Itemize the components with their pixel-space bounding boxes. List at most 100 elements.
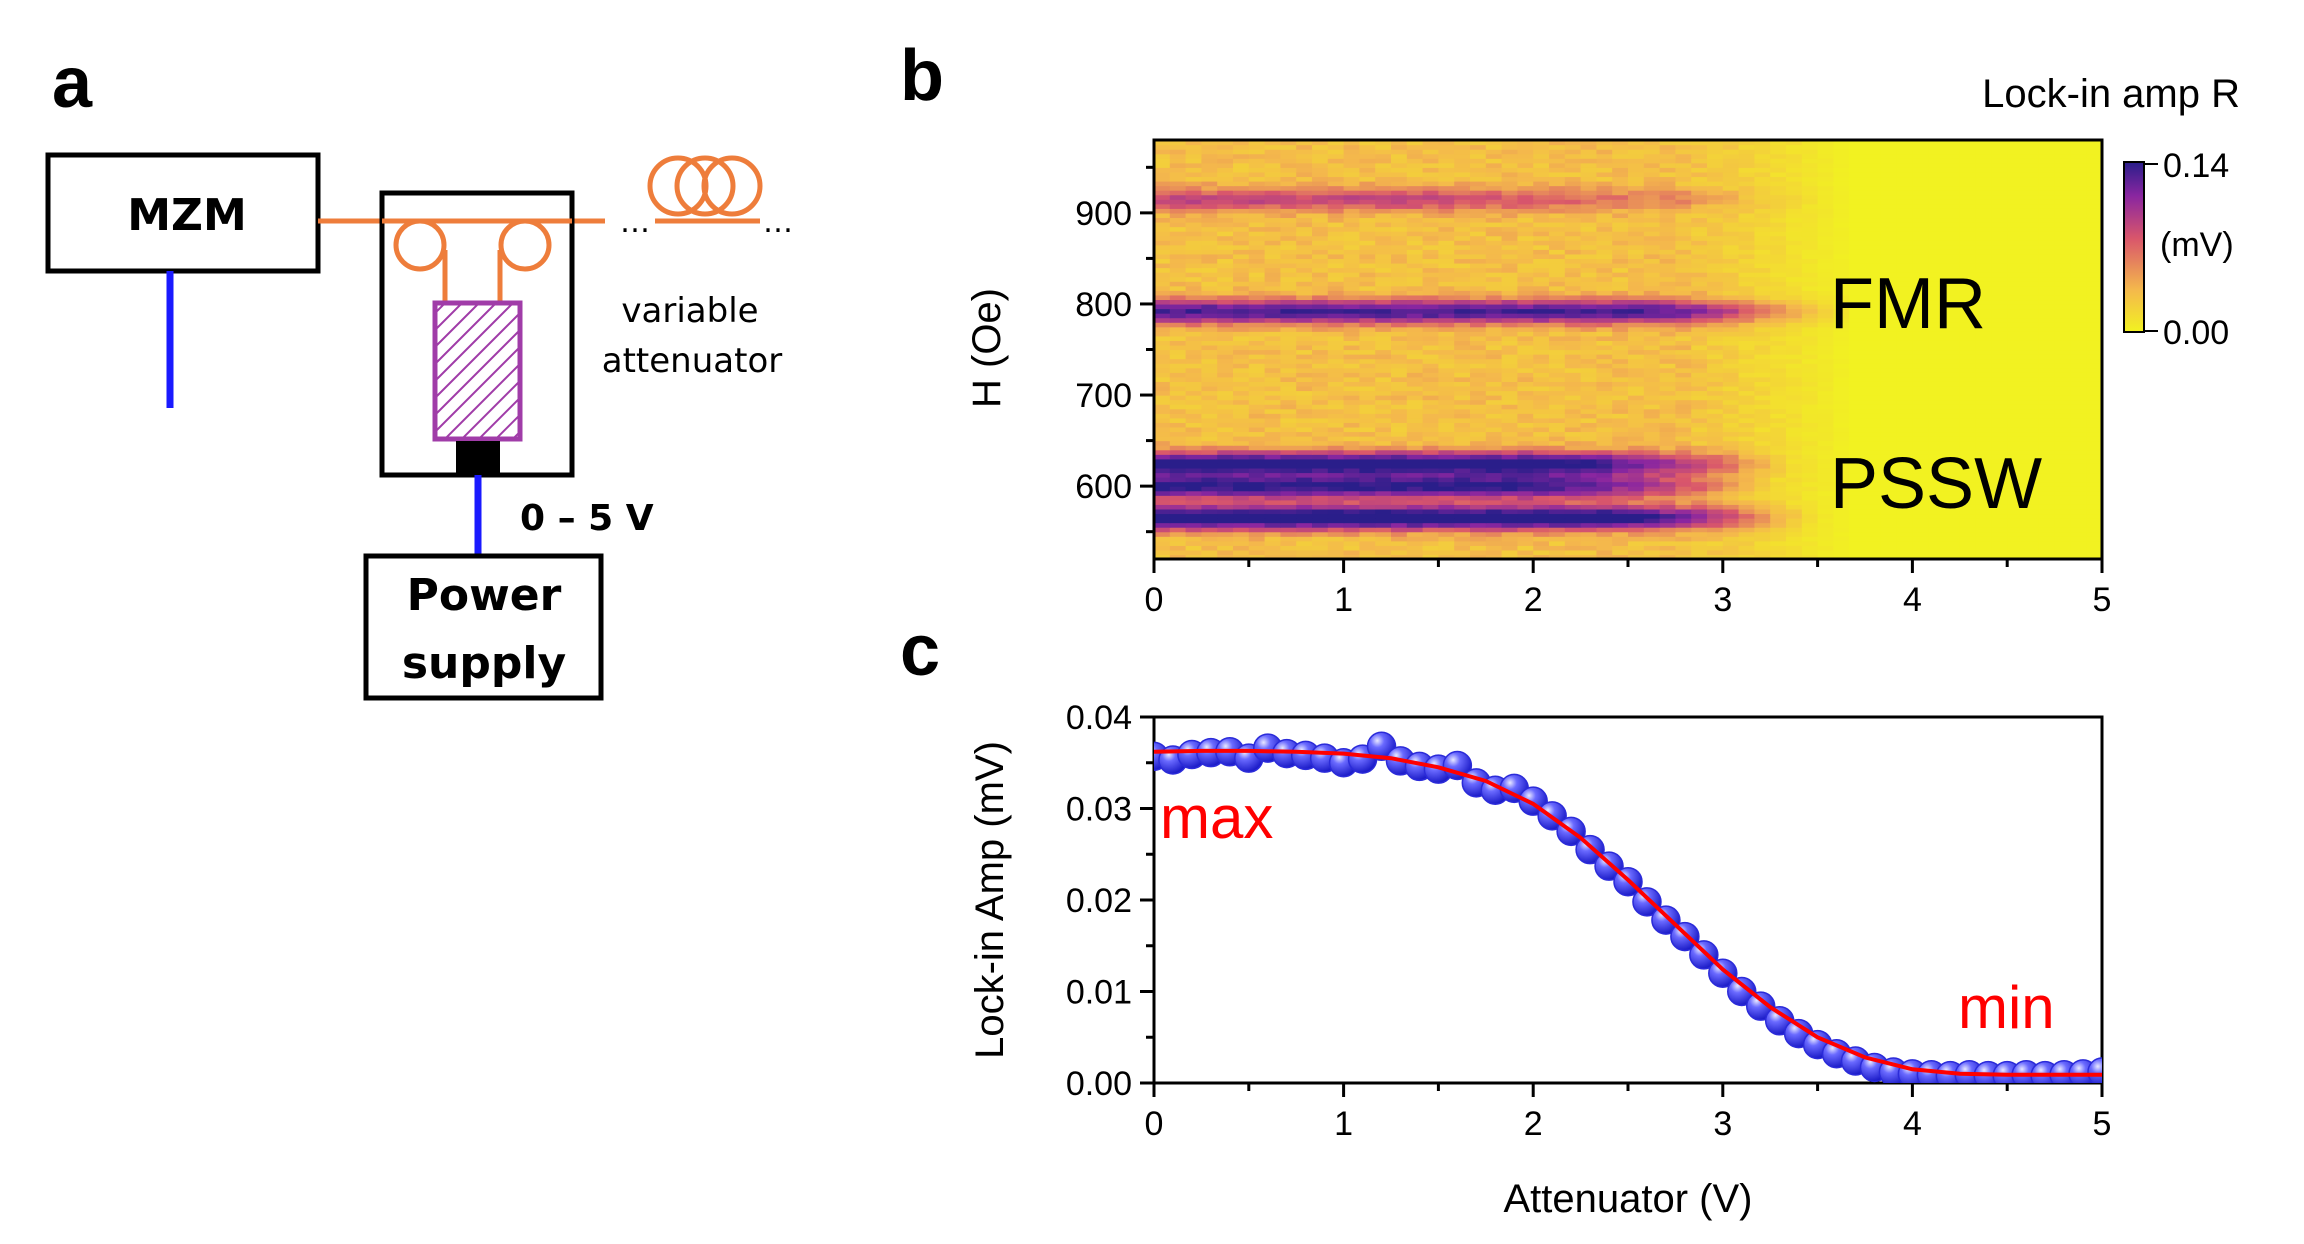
heatmap-cell [1643, 308, 1661, 314]
heatmap-cell [1596, 426, 1613, 433]
heatmap-cell [1264, 208, 1281, 214]
heatmap-cell [1675, 431, 1692, 437]
heatmap-cell [2054, 549, 2071, 556]
heatmap-cell [1722, 463, 1740, 469]
heatmap-cell [1343, 317, 1360, 323]
heatmap-cell [2070, 276, 2087, 282]
heatmap-cell [1754, 449, 1771, 455]
heatmap-cell [1770, 358, 1787, 364]
heatmap-cell [2086, 363, 2103, 369]
heatmap-cell [1659, 221, 1676, 228]
heatmap-cell [2038, 518, 2056, 524]
heatmap-cell [1470, 395, 1487, 401]
heatmap-cell [1343, 335, 1360, 341]
heatmap-cell [1470, 244, 1487, 250]
heatmap-cell [1470, 208, 1487, 214]
heatmap-cell [1375, 495, 1392, 501]
heatmap-cell [1991, 199, 2008, 205]
heatmap-cell [1422, 504, 1439, 510]
heatmap-cell [1722, 226, 1740, 232]
heatmap-cell [1849, 317, 1866, 323]
heatmap-cell [1643, 290, 1661, 296]
heatmap-cell [1217, 272, 1234, 278]
heatmap-cell [1928, 367, 1945, 373]
heatmap-cell [1817, 513, 1834, 519]
heatmap-cell [1327, 399, 1345, 405]
heatmap-cell [1517, 445, 1534, 451]
heatmap-cell [2086, 258, 2103, 264]
heatmap-cell [1643, 395, 1661, 401]
heatmap-cell [1659, 326, 1676, 332]
heatmap-cell [1438, 408, 1455, 414]
heatmap-cell [1754, 308, 1771, 314]
heatmap-cell [1801, 363, 1819, 369]
heatmap-cell [1659, 518, 1676, 524]
heatmap-cell [1564, 185, 1582, 191]
heatmap-cell [1359, 335, 1376, 341]
heatmap-cell [1185, 477, 1202, 483]
heatmap-cell [1154, 445, 1171, 451]
heatmap-cell [1833, 344, 1850, 351]
heatmap-cell [1865, 508, 1882, 515]
heatmap-cell [1438, 554, 1455, 560]
heatmap-cell [1738, 454, 1755, 460]
heatmap-cell [1675, 454, 1692, 460]
heatmap-cell [2023, 354, 2040, 360]
heatmap-cell [1738, 281, 1755, 287]
heatmap-cell [1201, 199, 1218, 205]
heatmap-cell [1754, 212, 1771, 219]
heatmap-cell [1343, 413, 1360, 419]
heatmap-cell [1643, 363, 1661, 369]
heatmap-cell [1470, 408, 1487, 414]
heatmap-cell [1406, 404, 1424, 410]
heatmap-cell [1327, 445, 1345, 451]
heatmap-cell [1454, 422, 1471, 428]
heatmap-cell [1280, 240, 1297, 246]
heatmap-cell [1770, 326, 1787, 332]
heatmap-cell [2023, 527, 2040, 533]
heatmap-cell [1722, 235, 1740, 241]
heatmap-cell [1975, 381, 1992, 387]
heatmap-cell [1801, 527, 1819, 533]
heatmap-cell [1154, 399, 1171, 405]
heatmap-cell [1770, 231, 1787, 237]
heatmap-cell [1454, 281, 1471, 287]
heatmap-cell [1185, 376, 1202, 382]
heatmap-cell [1201, 354, 1218, 360]
heatmap-cell [1817, 349, 1834, 355]
heatmap-cell [1296, 240, 1313, 246]
heatmap-cell [1707, 481, 1724, 487]
heatmap-cell [1533, 340, 1550, 346]
heatmap-cell [1517, 508, 1534, 515]
heatmap-cell [1754, 431, 1771, 437]
heatmap-cell [1533, 190, 1550, 196]
heatmap-cell [1217, 344, 1234, 351]
heatmap-cell [1722, 349, 1740, 355]
heatmap-cell [1896, 258, 1913, 264]
heatmap-cell [1185, 212, 1202, 219]
heatmap-cell [1801, 477, 1819, 483]
heatmap-cell [1501, 540, 1518, 546]
heatmap-cell [1896, 235, 1913, 241]
heatmap-cell [1406, 326, 1424, 332]
heatmap-cell [1580, 422, 1597, 428]
heatmap-cell [1722, 217, 1740, 223]
heatmap-cell [1801, 290, 1819, 296]
heatmap-cell [1470, 317, 1487, 323]
heatmap-cell [2023, 436, 2040, 442]
heatmap-cell [1833, 408, 1850, 414]
heatmap-cell [1264, 326, 1281, 332]
heatmap-cell [2070, 381, 2087, 387]
heatmap-cell [1280, 313, 1297, 319]
heatmap-cell [1612, 413, 1629, 419]
heatmap-cell [2023, 513, 2040, 519]
heatmap-cell [1169, 258, 1187, 264]
heatmap-cell [1406, 385, 1424, 392]
heatmap-cell [1880, 549, 1898, 556]
heatmap-cell [1454, 458, 1471, 464]
heatmap-cell [1406, 221, 1424, 228]
heatmap-cell [1596, 504, 1613, 510]
heatmap-cell [1722, 522, 1740, 528]
heatmap-cell [1912, 294, 1929, 301]
heatmap-cell [2007, 331, 2024, 337]
